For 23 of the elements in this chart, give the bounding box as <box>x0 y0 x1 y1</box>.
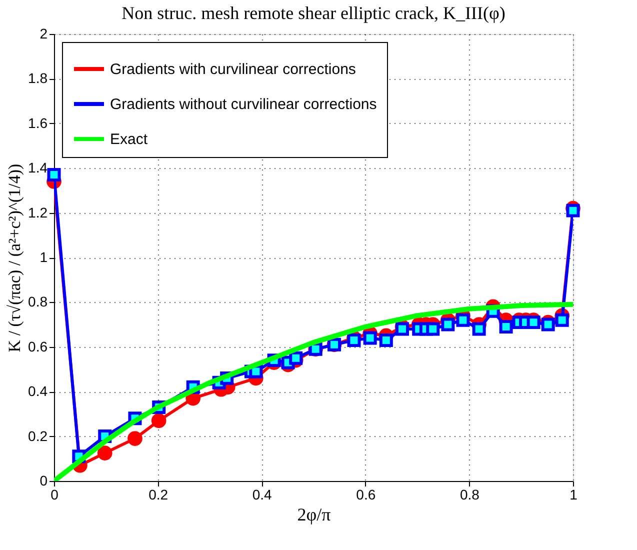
chart-title: Non struc. mesh remote shear elliptic crack, K_III(φ) <box>122 3 506 23</box>
y-tick-label: 1 <box>40 249 48 265</box>
y-tick-label: 0 <box>40 472 48 488</box>
y-tick-label: 0.8 <box>28 294 48 310</box>
legend-label: Gradients without curvilinear corrections <box>110 96 377 113</box>
x-tick-label: 0.4 <box>252 486 272 502</box>
x-tick-label: 0.6 <box>356 486 376 502</box>
y-tick-label: 2 <box>40 26 48 42</box>
x-tick-label: 0 <box>50 486 59 502</box>
y-axis-title: K / (τ√(πac) / (a²+c²)^(1/4)) <box>5 164 24 352</box>
legend-label: Exact <box>110 131 148 148</box>
y-tick-label: 1.4 <box>28 160 48 176</box>
y-tick-label: 0.2 <box>28 428 48 444</box>
y-tick-label: 1.6 <box>28 114 48 131</box>
y-tick-label: 1.8 <box>28 70 48 86</box>
x-tick-label: 0.2 <box>148 486 168 502</box>
x-tick-label: 0.8 <box>460 486 480 502</box>
y-tick-label: 0.4 <box>28 383 48 400</box>
y-tick-label: 1.2 <box>28 204 48 220</box>
x-tick-label: 1 <box>570 486 578 502</box>
legend-label: Gradients with curvilinear corrections <box>110 61 356 78</box>
y-tick-label: 0.6 <box>28 338 48 354</box>
x-axis-title: 2φ/π <box>297 504 331 524</box>
